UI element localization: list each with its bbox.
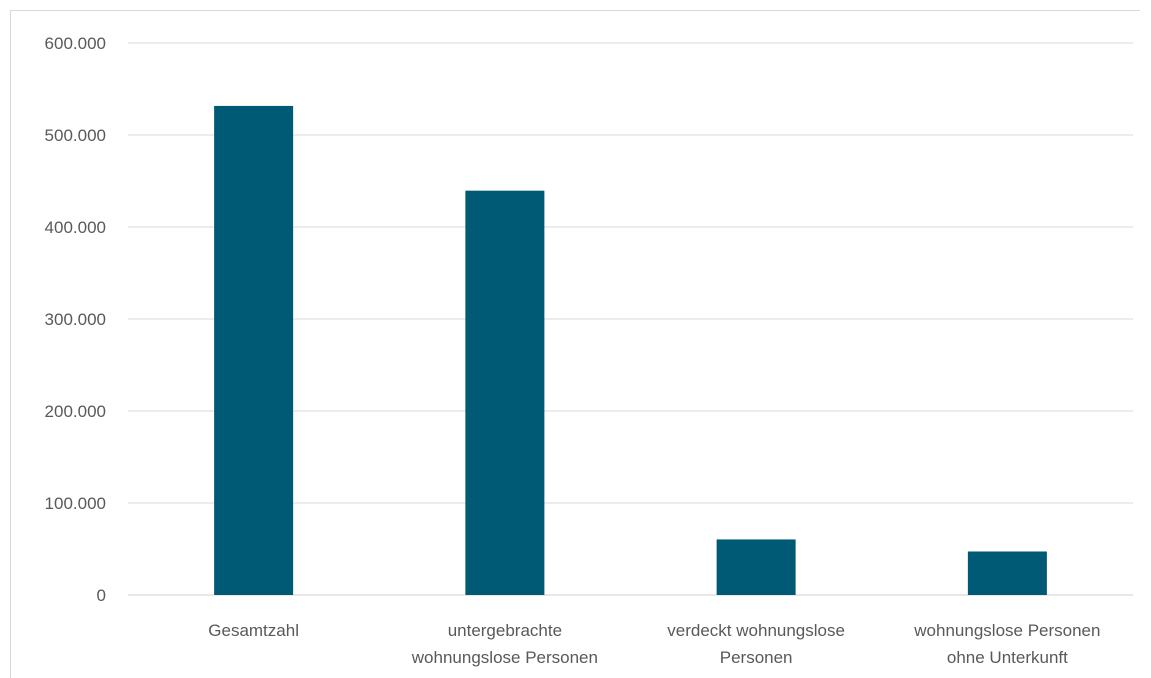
x-category-label-line: wohnungslose Personen: [913, 621, 1100, 640]
y-axis-tick-labels: 0 100.000 200.000 300.000 400.000 500.000 600.…: [45, 34, 106, 605]
bar: [716, 539, 796, 595]
x-category-label-line: wohnungslose Personen: [411, 648, 598, 667]
y-tick-label: 0: [97, 586, 106, 605]
x-category-label: Gesamtzahl: [208, 621, 299, 640]
x-category-label-line: Gesamtzahl: [208, 621, 299, 640]
x-category-label: untergebrachte wohnungslose Personen: [411, 621, 598, 667]
chart-frame: [10, 10, 1140, 678]
x-category-label: verdeckt wohnungslose Personen: [667, 621, 845, 667]
x-category-label-line: verdeckt wohnungslose: [667, 621, 845, 640]
y-tick-label: 300.000: [45, 310, 106, 329]
gridlines: [128, 42, 1133, 596]
y-tick-label: 200.000: [45, 402, 106, 421]
bars: [214, 105, 1047, 595]
bar: [214, 105, 294, 595]
x-category-label-line: ohne Unterkunft: [947, 648, 1068, 667]
y-tick-label: 500.000: [45, 126, 106, 145]
x-category-label-line: untergebrachte: [448, 621, 562, 640]
x-axis-category-labels: Gesamtzahl untergebrachte wohnungslose Per…: [208, 621, 1100, 667]
y-tick-label: 400.000: [45, 218, 106, 237]
x-category-label-line: Personen: [720, 648, 793, 667]
y-tick-label: 600.000: [45, 34, 106, 53]
bar: [967, 551, 1047, 595]
x-category-label: wohnungslose Personen ohne Unterkunft: [913, 621, 1100, 667]
bar: [465, 190, 545, 595]
y-tick-label: 100.000: [45, 494, 106, 513]
